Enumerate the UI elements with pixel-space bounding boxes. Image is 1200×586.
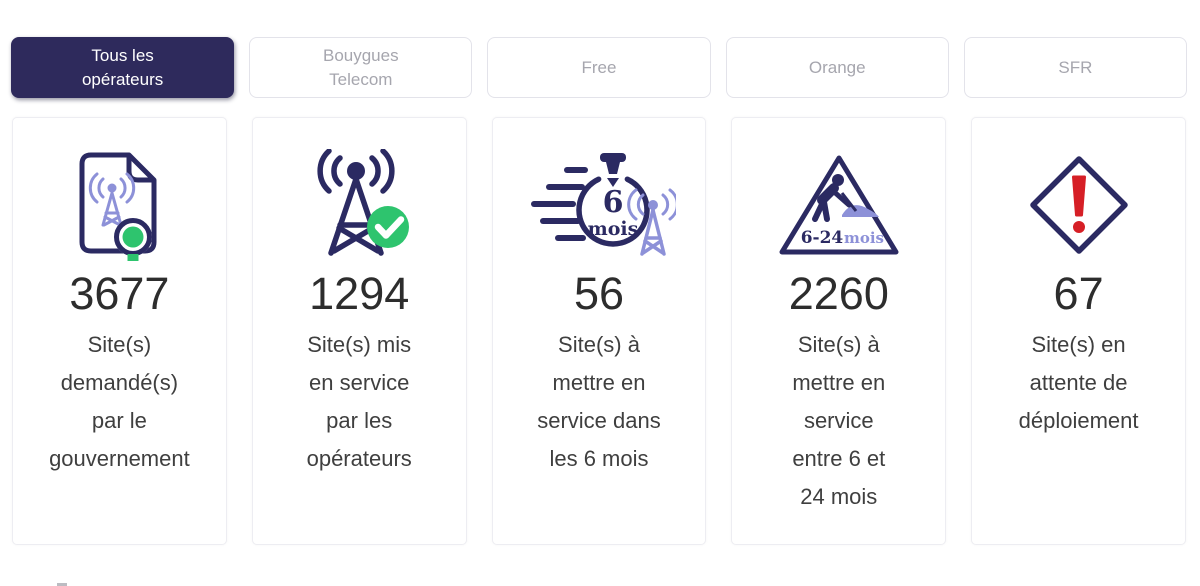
antenna-tower-check-svg: [317, 149, 410, 256]
speed-lines-icon: [531, 166, 589, 241]
warning-diamond-svg: [1029, 156, 1128, 254]
stopwatch-6-months-antenna-icon: 6 mois: [521, 148, 677, 262]
stopwatch-months-number: 6: [603, 185, 624, 220]
small-antenna-icon: [627, 188, 677, 256]
card-sites-attente-deploiement: 67 Site(s) en attente de déploiement: [971, 117, 1186, 545]
card-sites-6-mois: 6 mois: [491, 117, 707, 545]
stat-label: Site(s) demandé(s) par le gouvernement: [49, 332, 190, 471]
stopwatch-months-unit: mois: [588, 218, 639, 240]
stat-value: 1294: [309, 268, 410, 319]
gravel-mound-icon: [841, 205, 879, 217]
card-sites-demandes-gouvernement: 3677 Site(s) demandé(s) par le gouvernem…: [12, 117, 227, 545]
stat-label: Site(s) en attente de déploiement: [1018, 332, 1139, 433]
operator-filter-tabs: Tous les opérateurs Bouygues Telecom Fre…: [11, 37, 1188, 98]
green-seal-badge-icon: [114, 218, 153, 261]
tab-free[interactable]: Free: [487, 37, 711, 98]
small-antenna-icon: [89, 172, 136, 227]
stat-value: 2260: [788, 268, 889, 319]
tab-bouygues-telecom[interactable]: Bouygues Telecom: [249, 37, 473, 98]
license-document-antenna-svg: [79, 152, 157, 261]
stat-label: Site(s) à mettre en service dans les 6 m…: [537, 332, 661, 471]
stopwatch-6-months-antenna-svg: 6 mois: [531, 152, 677, 256]
card-sites-mis-en-service: 1294 Site(s) mis en service par les opér…: [251, 117, 467, 545]
green-check-badge-icon: [367, 206, 410, 248]
tab-tous-les-operateurs[interactable]: Tous les opérateurs: [11, 37, 235, 98]
antenna-tower-check-icon: [304, 148, 414, 262]
roadwork-months-range: 6-24: [801, 228, 844, 248]
tab-sfr[interactable]: SFR: [963, 37, 1188, 98]
worker-digging-icon: [811, 174, 857, 222]
roadwork-triangle-icon: 6-24 mois: [776, 148, 902, 262]
stat-cards-row: 3677 Site(s) demandé(s) par le gouvernem…: [12, 117, 1186, 545]
stat-label: Site(s) à mettre en service entre 6 et 2…: [792, 332, 886, 509]
partially-visible-element-below-fold: [57, 583, 67, 586]
stat-value: 56: [573, 268, 625, 319]
license-document-antenna-icon: [69, 148, 169, 262]
warning-diamond-icon: [1023, 148, 1135, 262]
roadwork-months-unit: mois: [844, 229, 884, 247]
stat-value: 67: [1053, 268, 1104, 319]
stat-value: 3677: [69, 268, 170, 319]
tab-orange[interactable]: Orange: [725, 37, 949, 98]
card-sites-6-24-mois: 6-24 mois 2260 Site(s) à mettre en servi…: [731, 117, 947, 545]
exclamation-mark-icon: [1071, 175, 1086, 233]
stat-label: Site(s) mis en service par les opérateur…: [306, 332, 412, 471]
roadwork-triangle-svg: 6-24 mois: [779, 155, 899, 255]
